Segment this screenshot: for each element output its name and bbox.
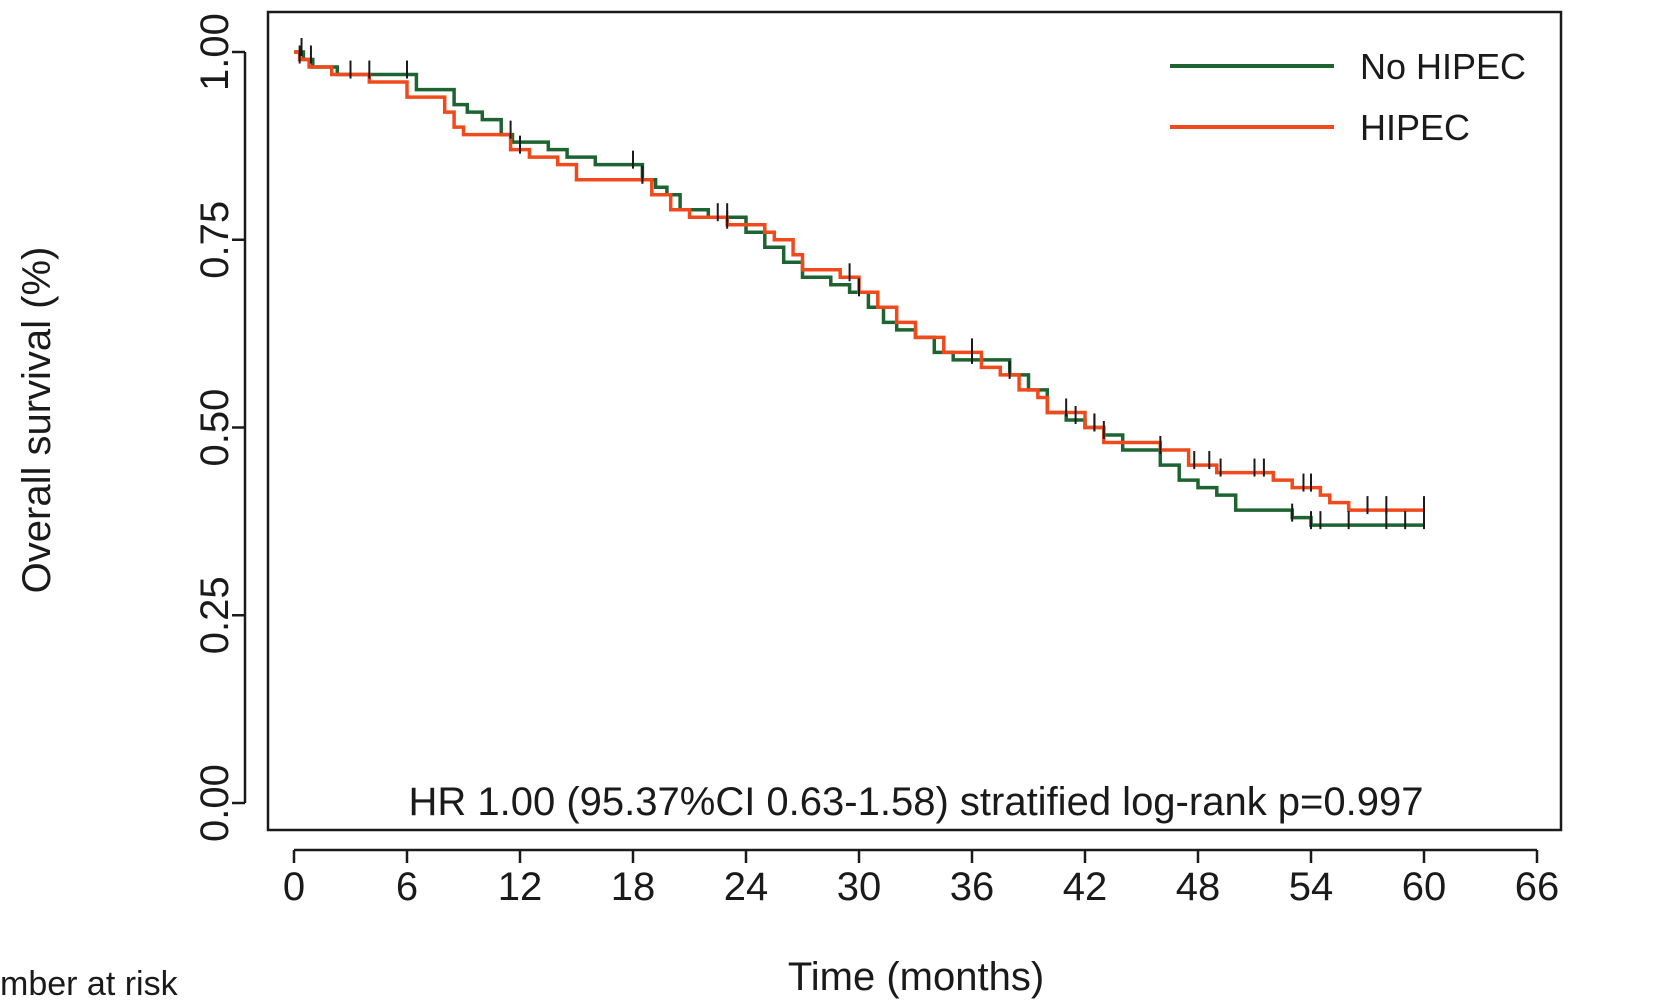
y-tick-label: 1.00: [193, 13, 237, 91]
x-tick-label: 30: [837, 865, 882, 909]
plot-frame: [266, 10, 1563, 832]
y-axis-title: Overall survival (%): [15, 247, 59, 594]
x-tick-label: 0: [283, 865, 305, 909]
y-tick-label: 0.25: [193, 576, 237, 654]
censor-marks: [298, 38, 1425, 530]
x-tick-label: 42: [1063, 865, 1108, 909]
x-tick-label: 60: [1402, 865, 1447, 909]
legend: No HIPEC HIPEC: [1170, 46, 1526, 148]
x-axis-title: Time (months): [788, 955, 1044, 999]
x-tick-label: 66: [1515, 865, 1560, 909]
hazard-ratio-annotation: HR 1.00 (95.37%CI 0.63-1.58) stratified …: [408, 780, 1423, 824]
x-tick-label: 36: [950, 865, 995, 909]
x-tick-label: 48: [1176, 865, 1221, 909]
survival-curve-no-hipec: [294, 50, 1424, 527]
legend-label-hipec: HIPEC: [1360, 107, 1470, 148]
survival-curve-hipec: [294, 50, 1424, 512]
y-tick-label: 0.75: [193, 201, 237, 279]
x-tick-label: 24: [724, 865, 769, 909]
y-tick-label: 0.50: [193, 389, 237, 467]
y-axis: 0.00 0.25 0.50 0.75 1.00: [193, 13, 247, 842]
x-tick-label: 54: [1289, 865, 1334, 909]
number-at-risk-label: mber at risk: [0, 965, 179, 1001]
x-tick-label: 6: [396, 865, 418, 909]
survival-curves: [294, 50, 1424, 527]
x-axis: 0 6 12 18 24 30 36 42 48 54 60 66: [283, 848, 1560, 909]
x-tick-label: 12: [498, 865, 543, 909]
x-tick-label: 18: [611, 865, 656, 909]
y-tick-label: 0.00: [193, 764, 237, 842]
legend-label-no-hipec: No HIPEC: [1360, 46, 1526, 87]
